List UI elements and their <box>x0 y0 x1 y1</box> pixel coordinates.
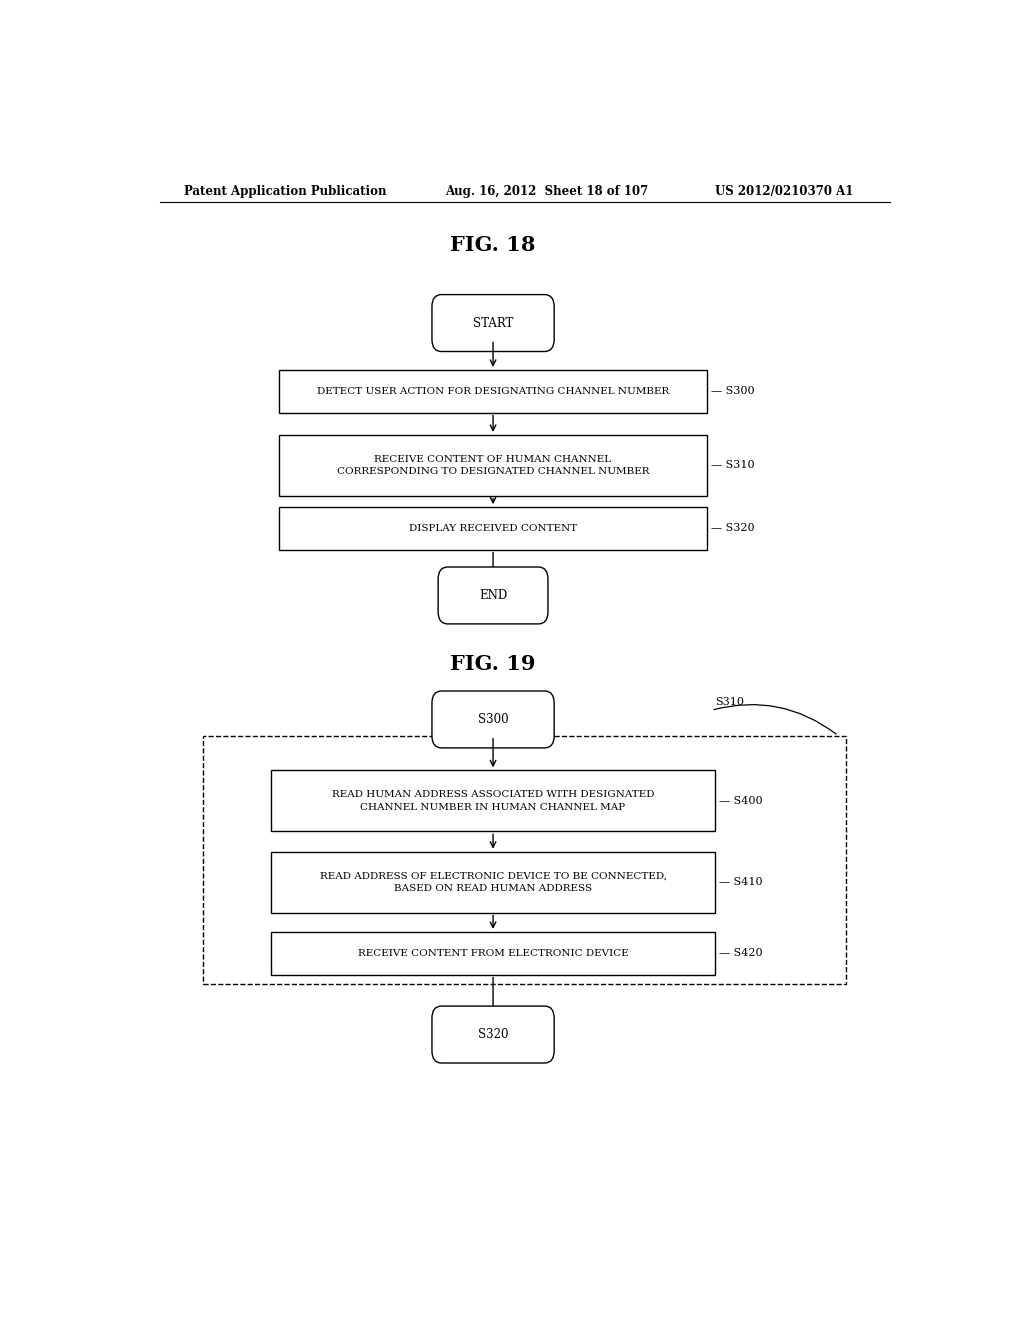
FancyBboxPatch shape <box>432 690 554 748</box>
Text: RECEIVE CONTENT FROM ELECTRONIC DEVICE: RECEIVE CONTENT FROM ELECTRONIC DEVICE <box>357 949 629 958</box>
Text: FIG. 18: FIG. 18 <box>451 235 536 255</box>
FancyBboxPatch shape <box>270 851 715 912</box>
Text: START: START <box>473 317 513 330</box>
FancyBboxPatch shape <box>279 434 708 496</box>
Text: — S320: — S320 <box>712 523 755 533</box>
Text: DISPLAY RECEIVED CONTENT: DISPLAY RECEIVED CONTENT <box>409 524 578 533</box>
Text: DETECT USER ACTION FOR DESIGNATING CHANNEL NUMBER: DETECT USER ACTION FOR DESIGNATING CHANN… <box>317 387 669 396</box>
FancyBboxPatch shape <box>432 1006 554 1063</box>
Text: Aug. 16, 2012  Sheet 18 of 107: Aug. 16, 2012 Sheet 18 of 107 <box>445 185 648 198</box>
Text: — S420: — S420 <box>719 948 763 958</box>
Text: — S410: — S410 <box>719 876 763 887</box>
Text: READ HUMAN ADDRESS ASSOCIATED WITH DESIGNATED
CHANNEL NUMBER IN HUMAN CHANNEL MA: READ HUMAN ADDRESS ASSOCIATED WITH DESIG… <box>332 789 654 812</box>
FancyBboxPatch shape <box>438 568 548 624</box>
Text: Patent Application Publication: Patent Application Publication <box>183 185 386 198</box>
Text: S320: S320 <box>478 1028 508 1041</box>
Text: END: END <box>479 589 507 602</box>
Text: S310: S310 <box>715 697 744 708</box>
Text: — S310: — S310 <box>712 461 755 470</box>
Text: — S300: — S300 <box>712 387 755 396</box>
Text: READ ADDRESS OF ELECTRONIC DEVICE TO BE CONNECTED,
BASED ON READ HUMAN ADDRESS: READ ADDRESS OF ELECTRONIC DEVICE TO BE … <box>319 871 667 892</box>
Text: FIG. 19: FIG. 19 <box>451 653 536 673</box>
FancyBboxPatch shape <box>279 370 708 412</box>
FancyBboxPatch shape <box>432 294 554 351</box>
Text: RECEIVE CONTENT OF HUMAN CHANNEL
CORRESPONDING TO DESIGNATED CHANNEL NUMBER: RECEIVE CONTENT OF HUMAN CHANNEL CORRESP… <box>337 454 649 477</box>
FancyBboxPatch shape <box>270 771 715 832</box>
FancyBboxPatch shape <box>270 932 715 974</box>
Text: — S400: — S400 <box>719 796 763 805</box>
FancyBboxPatch shape <box>279 507 708 549</box>
Text: S300: S300 <box>478 713 508 726</box>
Text: US 2012/0210370 A1: US 2012/0210370 A1 <box>715 185 854 198</box>
